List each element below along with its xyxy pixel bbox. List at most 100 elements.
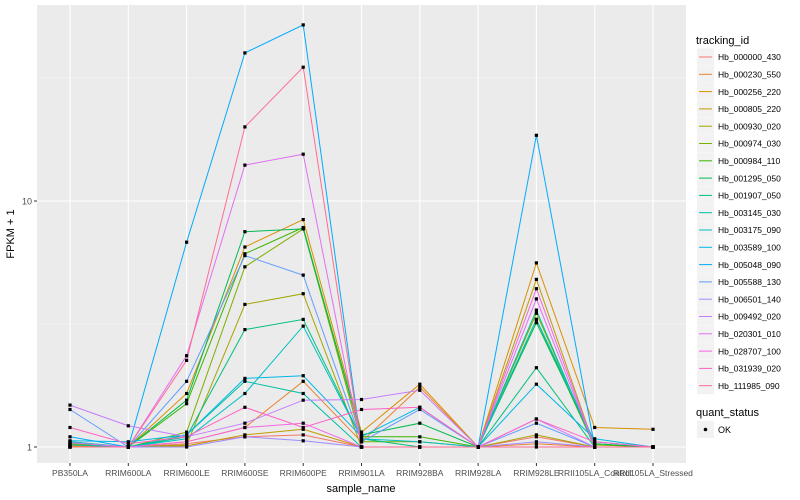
legend: tracking_id Hb_000000_430 Hb_000230_550 Hb… xyxy=(696,35,781,438)
data-point xyxy=(68,425,72,430)
data-point xyxy=(301,433,305,437)
x-tick-label: RRIM928LE xyxy=(513,468,560,478)
data-point xyxy=(651,427,655,431)
data-point xyxy=(534,287,538,291)
data-point xyxy=(243,328,247,332)
legend-status-point xyxy=(703,427,708,432)
data-point xyxy=(185,391,189,396)
legend-label: Hb_003589_100 xyxy=(718,243,781,253)
data-point xyxy=(185,430,189,434)
legend-items: Hb_000000_430 Hb_000230_550 Hb_000256_220 H… xyxy=(697,48,781,395)
legend-label: Hb_005588_130 xyxy=(718,277,781,287)
data-point xyxy=(243,254,247,258)
grid-major xyxy=(37,5,686,463)
data-point xyxy=(301,292,305,296)
legend-label: Hb_000000_430 xyxy=(718,52,781,62)
data-point xyxy=(359,445,364,449)
data-point xyxy=(534,311,538,315)
data-point xyxy=(68,407,72,412)
data-point xyxy=(418,405,422,409)
data-point xyxy=(534,445,538,449)
data-point xyxy=(243,252,247,256)
series-points xyxy=(68,23,655,449)
x-tick-label: RRIM928LA xyxy=(455,468,502,478)
data-point xyxy=(126,440,130,444)
legend-label: Hb_009492_020 xyxy=(718,312,781,322)
data-point xyxy=(651,445,655,449)
data-point xyxy=(359,407,364,412)
data-point xyxy=(301,379,305,383)
data-point xyxy=(418,445,422,449)
data-point xyxy=(68,403,72,407)
data-point xyxy=(534,433,538,437)
data-point xyxy=(126,424,130,428)
data-point xyxy=(593,437,597,441)
data-point xyxy=(301,324,305,328)
data-point xyxy=(418,435,422,439)
data-point xyxy=(68,441,72,445)
legend-label: Hb_001907_050 xyxy=(718,191,781,201)
data-point xyxy=(534,308,538,312)
data-point xyxy=(418,421,422,425)
data-point xyxy=(185,440,189,444)
data-point xyxy=(301,65,305,69)
legend-label: Hb_000230_550 xyxy=(718,70,781,80)
data-point xyxy=(243,391,247,396)
y-tick-label: 1 xyxy=(27,443,32,453)
legend-label: Hb_000805_220 xyxy=(718,104,781,114)
x-tick-label: RRIM901LA xyxy=(338,468,385,478)
data-point xyxy=(301,152,305,156)
data-point xyxy=(243,425,247,430)
data-point xyxy=(534,421,538,425)
legend-label: Hb_000974_030 xyxy=(718,139,781,149)
data-point xyxy=(185,435,189,439)
legend-status-label: OK xyxy=(718,425,731,435)
data-point xyxy=(301,427,305,431)
x-tick-label: RRIM600LA xyxy=(105,468,152,478)
data-point xyxy=(185,358,189,362)
data-point xyxy=(185,354,189,358)
data-point xyxy=(243,421,247,425)
x-tick-label: RRII105LA_Stressed xyxy=(613,468,693,478)
data-point xyxy=(243,379,247,383)
data-point xyxy=(534,261,538,265)
data-point xyxy=(126,442,130,446)
legend-label: Hb_003175_090 xyxy=(718,225,781,235)
data-point xyxy=(359,440,364,444)
data-point xyxy=(534,435,538,439)
y-axis-title: FPKM + 1 xyxy=(5,209,17,258)
legend-status-title: quant_status xyxy=(696,407,759,419)
data-point xyxy=(301,439,305,443)
x-tick-label: RRIM600PE xyxy=(280,468,328,478)
data-point xyxy=(243,163,247,167)
data-point xyxy=(593,445,597,449)
legend-label: Hb_020301_010 xyxy=(718,329,781,339)
y-axis: 1 10 xyxy=(22,197,37,453)
data-point xyxy=(476,445,480,449)
data-point xyxy=(68,435,72,439)
x-tick-label: RRII105LA_Control xyxy=(558,468,632,478)
data-point xyxy=(126,445,130,449)
legend-title: tracking_id xyxy=(696,35,749,47)
x-tick-label: RRIM600LE xyxy=(163,468,210,478)
data-point xyxy=(243,376,247,380)
data-point xyxy=(534,442,538,446)
data-point xyxy=(185,437,189,441)
legend-label: Hb_111985_090 xyxy=(718,381,780,391)
legend-label: Hb_028707_100 xyxy=(718,346,781,356)
data-point xyxy=(593,425,597,430)
x-tick-label: RRIM928BA xyxy=(396,468,444,478)
data-point xyxy=(534,277,538,281)
data-point xyxy=(359,435,364,439)
data-point xyxy=(359,397,364,402)
data-point xyxy=(534,317,538,321)
data-point xyxy=(243,245,247,249)
legend-label: Hb_006501_140 xyxy=(718,294,781,304)
data-point xyxy=(534,417,538,421)
data-point xyxy=(534,133,538,137)
data-point xyxy=(243,51,247,55)
data-point xyxy=(301,218,305,222)
data-point xyxy=(418,385,422,389)
data-point xyxy=(68,445,72,449)
